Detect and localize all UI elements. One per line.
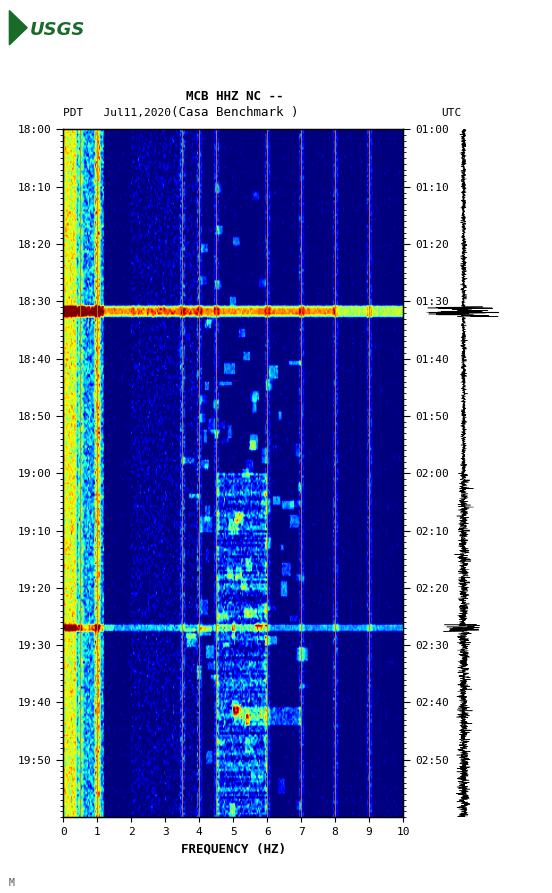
Text: UTC: UTC [442,107,462,118]
X-axis label: FREQUENCY (HZ): FREQUENCY (HZ) [181,842,286,855]
Text: PDT   Jul11,2020: PDT Jul11,2020 [63,107,172,118]
Text: MCB HHZ NC --: MCB HHZ NC -- [186,90,283,103]
Text: M: M [8,878,14,888]
Text: (Casa Benchmark ): (Casa Benchmark ) [171,106,298,119]
Text: USGS: USGS [30,21,86,38]
Polygon shape [9,11,27,45]
